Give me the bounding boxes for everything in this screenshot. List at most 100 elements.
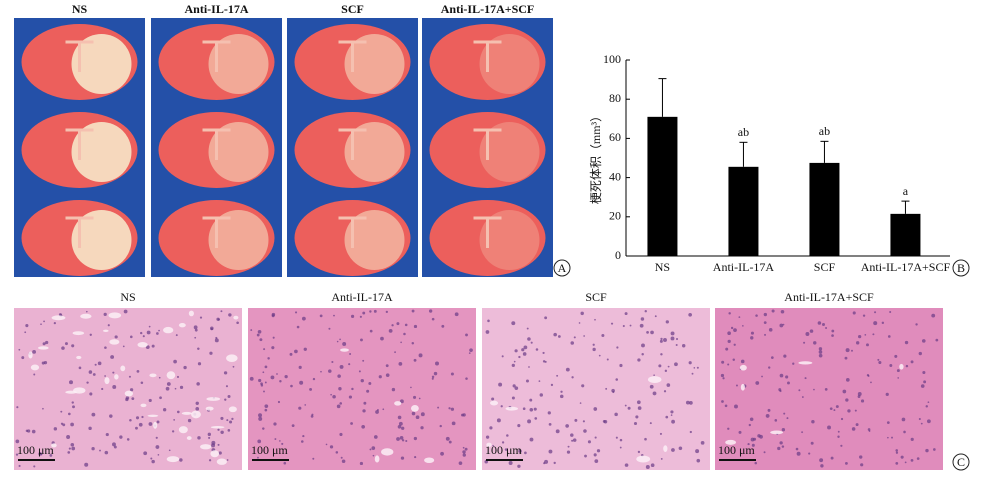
cell-nucleus <box>88 426 92 431</box>
photo-title: SCF <box>585 290 607 304</box>
cell-nucleus <box>331 360 334 364</box>
cell-nucleus <box>49 453 53 457</box>
cell-nucleus <box>529 398 533 402</box>
cell-nucleus <box>779 389 782 393</box>
cell-nucleus <box>107 324 110 327</box>
cell-nucleus <box>358 370 361 373</box>
cell-nucleus <box>583 335 585 337</box>
cell-nucleus <box>148 422 153 426</box>
cell-nucleus <box>801 396 804 398</box>
cell-nucleus <box>168 449 171 452</box>
cell-nucleus <box>727 427 730 430</box>
cell-nucleus <box>594 436 597 439</box>
x-tick-label: Anti-IL-17A <box>713 260 775 274</box>
cell-nucleus <box>61 346 65 350</box>
cell-nucleus <box>573 336 576 339</box>
cell-nucleus <box>619 438 623 442</box>
cell-nucleus <box>31 429 36 434</box>
cell-nucleus <box>527 419 532 424</box>
y-tick-label: 100 <box>603 52 621 66</box>
cell-nucleus <box>53 322 56 325</box>
cell-nucleus <box>413 358 417 362</box>
y-tick-label: 0 <box>615 248 621 262</box>
tissue-vacuole <box>178 322 186 328</box>
cell-nucleus <box>215 336 218 340</box>
cell-nucleus <box>728 312 731 315</box>
cell-nucleus <box>148 398 152 403</box>
cell-nucleus <box>413 436 418 441</box>
cell-nucleus <box>606 358 609 361</box>
cell-nucleus <box>211 440 216 445</box>
cell-nucleus <box>786 417 789 420</box>
cell-nucleus <box>158 329 160 332</box>
cell-nucleus <box>830 456 834 460</box>
cell-nucleus <box>97 361 102 366</box>
cell-nucleus <box>110 355 115 359</box>
cell-nucleus <box>895 451 899 454</box>
cell-nucleus <box>925 405 928 408</box>
cell-nucleus <box>750 336 754 340</box>
cell-nucleus <box>279 380 282 383</box>
cell-nucleus <box>18 348 21 351</box>
cell-nucleus <box>195 407 200 411</box>
tissue-vacuole <box>30 364 40 371</box>
cell-nucleus <box>156 332 159 335</box>
cell-nucleus <box>887 436 889 439</box>
cell-nucleus <box>231 417 234 420</box>
cell-nucleus <box>199 316 203 319</box>
cell-nucleus <box>220 430 224 435</box>
cell-nucleus <box>279 440 281 442</box>
cell-nucleus <box>857 395 861 398</box>
cell-nucleus <box>858 335 862 339</box>
cell-nucleus <box>582 420 585 423</box>
cell-nucleus <box>496 418 501 423</box>
slice-midline <box>473 216 502 248</box>
tissue-vacuole <box>424 457 435 464</box>
cell-nucleus <box>658 364 662 368</box>
cell-nucleus <box>101 387 104 391</box>
cell-nucleus <box>420 412 425 417</box>
cell-nucleus <box>517 464 521 468</box>
histology-image <box>715 308 943 470</box>
cell-nucleus <box>579 402 582 404</box>
cell-nucleus <box>404 323 408 327</box>
cell-nucleus <box>567 445 570 448</box>
bar <box>647 116 678 256</box>
cell-nucleus <box>896 369 900 373</box>
slice-midline <box>202 128 231 160</box>
tissue-vacuole <box>647 376 662 384</box>
cell-nucleus <box>895 449 898 452</box>
cell-nucleus <box>249 376 254 381</box>
cell-nucleus <box>840 444 843 447</box>
cell-nucleus <box>264 404 269 409</box>
cell-nucleus <box>396 437 400 441</box>
cell-nucleus <box>889 364 893 367</box>
cell-nucleus <box>688 361 692 365</box>
cell-nucleus <box>21 356 25 360</box>
cell-nucleus <box>654 315 657 318</box>
cell-nucleus <box>845 378 850 382</box>
cell-nucleus <box>197 347 200 351</box>
cell-nucleus <box>559 394 564 399</box>
cell-nucleus <box>584 454 587 458</box>
cell-nucleus <box>619 363 623 368</box>
cell-nucleus <box>530 341 533 344</box>
cell-nucleus <box>724 404 728 408</box>
cell-nucleus <box>348 363 351 366</box>
cell-nucleus <box>263 390 265 393</box>
cell-nucleus <box>529 408 534 412</box>
cell-nucleus <box>764 333 766 336</box>
cell-nucleus <box>439 424 442 428</box>
cell-nucleus <box>652 391 657 396</box>
cell-nucleus <box>24 331 27 334</box>
cell-nucleus <box>641 353 644 356</box>
cell-nucleus <box>398 421 403 426</box>
cell-nucleus <box>511 363 515 368</box>
cell-nucleus <box>539 393 543 397</box>
cell-nucleus <box>368 381 372 385</box>
cell-nucleus <box>366 389 370 393</box>
cell-nucleus <box>671 448 675 452</box>
cell-nucleus <box>112 371 115 374</box>
cell-nucleus <box>289 352 293 356</box>
tissue-vacuole <box>636 455 651 463</box>
